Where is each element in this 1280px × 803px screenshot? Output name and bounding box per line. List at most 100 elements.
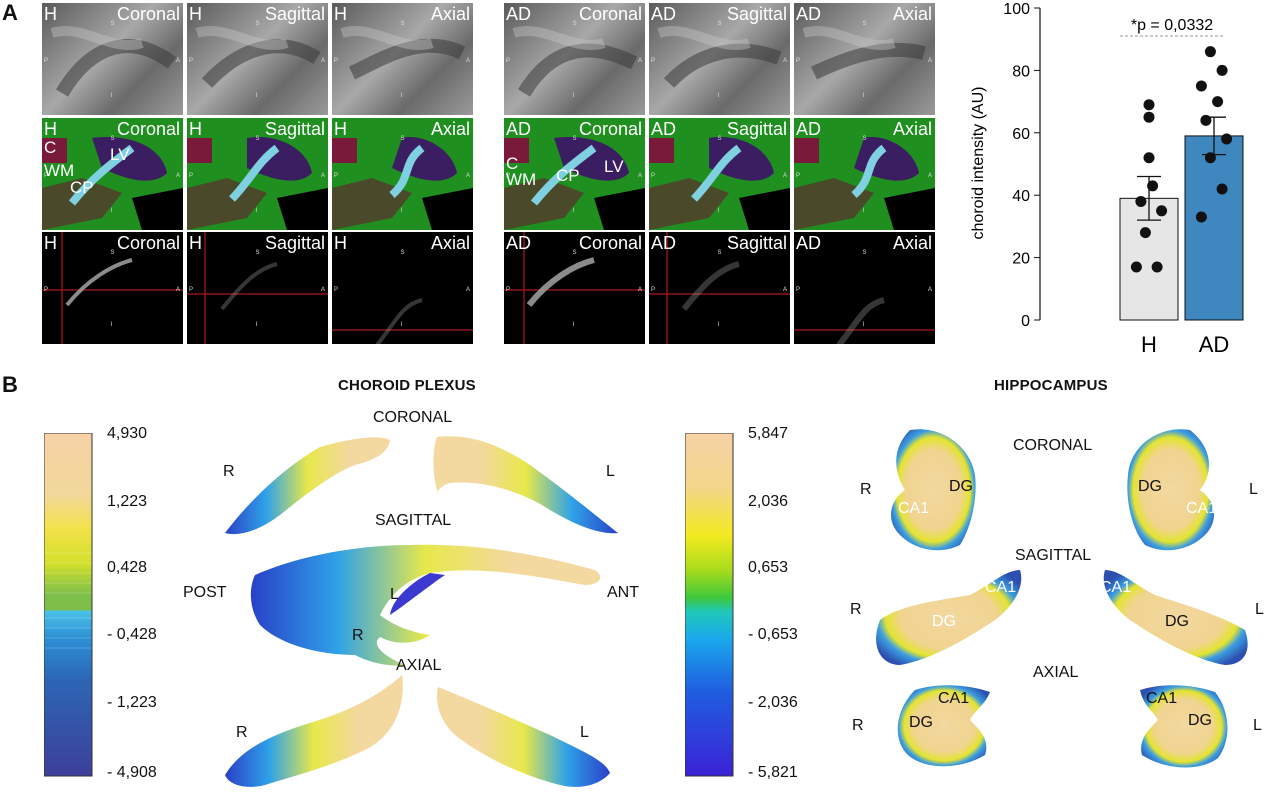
orientation-mark: A (637, 287, 642, 293)
choroid-sagittal-post: POST (183, 584, 227, 601)
orientation-mark: I (862, 322, 865, 328)
x-axis: H AD (1141, 332, 1229, 357)
hippo-sagittal-l-ca1: CA1 (1100, 579, 1132, 596)
mri-view-label: Coronal (578, 4, 642, 24)
choroid-axial-l: L (580, 724, 589, 741)
data-point-h (1130, 261, 1142, 273)
mri-tile-ad-sagittal-row1: AD Sagittal S I P A (649, 3, 790, 115)
hippo-axial-label: AXIAL (1033, 664, 1079, 681)
hippo-coronal-label: CORONAL (1013, 437, 1093, 454)
choroid-sagittal (250, 544, 601, 666)
mri-tile-h-coronal-row2: H Coronal S I P A (42, 118, 183, 230)
orientation-mark: S (862, 21, 867, 27)
orientation-mark: A (320, 58, 325, 64)
hippo-axial-r: R (852, 717, 864, 734)
mri-view-label: Axial (430, 4, 470, 24)
mri-view-label: Axial (892, 233, 932, 253)
choroid-coronal-left (433, 436, 618, 534)
colorbar-hippocampus-tick-2: 2,036 (748, 493, 789, 510)
colorbar-choroid-tick-2: 1,223 (107, 493, 148, 510)
choroid-coronal-l: L (606, 463, 615, 480)
hippo-axial-r-ca1: CA1 (938, 690, 970, 707)
orientation-mark: I (400, 208, 403, 214)
choroid-sagittal-r: R (352, 627, 364, 644)
orientation-mark: P (189, 287, 194, 293)
mri-view-label: Coronal (116, 119, 180, 139)
choroid-axial-left (436, 687, 610, 787)
mri-tile-h-sagittal-row2: H Sagittal S I P A (187, 118, 328, 230)
hippo-coronal-right (890, 429, 976, 551)
y-tick-label: 20 (1012, 251, 1030, 268)
mri-group-label: AD (651, 233, 677, 253)
mri-group-label: AD (796, 4, 822, 24)
orientation-mark: I (400, 93, 403, 99)
seg-label-h-c: C (44, 138, 57, 157)
orientation-mark: A (782, 173, 787, 179)
data-point-ad (1204, 46, 1216, 58)
orientation-mark: S (255, 250, 260, 256)
mri-tile-h-coronal-row3: H Coronal S I P A (42, 232, 183, 344)
orientation-mark: I (862, 93, 865, 99)
orientation-mark: S (110, 21, 115, 27)
hippo-sagittal-r-ca1: CA1 (985, 579, 1017, 596)
mri-tile-ad-coronal-row1: AD Coronal S I P A (504, 3, 645, 115)
orientation-mark: A (637, 58, 642, 64)
x-tick-label-h: H (1141, 332, 1157, 357)
colorbar-choroid-tick-4: - 0,428 (107, 626, 157, 643)
seg-label-ad-lv: LV (604, 157, 624, 176)
orientation-mark: I (717, 93, 720, 99)
orientation-mark: I (717, 208, 720, 214)
hippo-axial-left (1140, 685, 1228, 768)
data-point-ad (1195, 80, 1207, 92)
orientation-mark: A (175, 287, 180, 293)
orientation-mark: A (175, 173, 180, 179)
p-value-annotation: *p = 0,0332 (1131, 17, 1213, 34)
orientation-mark: P (44, 173, 49, 179)
hippo-sagittal-r-dg: DG (932, 613, 956, 630)
mri-view-label: Sagittal (264, 233, 325, 253)
choroid-coronal-right (225, 437, 390, 535)
y-axis-label: choroid intensity (AU) (970, 87, 987, 240)
y-tick-label: 80 (1012, 63, 1030, 80)
hippo-sagittal-r: R (850, 601, 862, 618)
mri-group-label: AD (796, 233, 822, 253)
orientation-mark: S (255, 136, 260, 142)
orientation-mark: P (189, 58, 194, 64)
choroid-sagittal-ant: ANT (607, 584, 639, 601)
choroid-axial-r: R (236, 724, 248, 741)
y-axis: 0 20 40 60 80 100 (1003, 1, 1041, 330)
mri-view-label: Axial (430, 119, 470, 139)
orientation-mark: A (465, 287, 470, 293)
data-point-h (1135, 195, 1147, 207)
mri-tile-ad-coronal-row2: AD Coronal S I P A (504, 118, 645, 230)
orientation-mark: A (465, 58, 470, 64)
mri-view-label: Sagittal (726, 119, 787, 139)
hippo-sagittal-l: L (1255, 601, 1264, 618)
hippo-coronal-l-dg: DG (1138, 478, 1162, 495)
mri-tile-h-axial-row2: H Axial S I P A (332, 118, 473, 230)
data-point-h (1143, 152, 1155, 164)
data-point-ad (1216, 64, 1228, 76)
colorbar-choroid-tick-5: - 1,223 (107, 694, 157, 711)
y-tick-label: 0 (1021, 313, 1030, 330)
mri-tile-ad-sagittal-row2: AD Sagittal S I P A (649, 118, 790, 230)
hippo-coronal-l-ca1: CA1 (1186, 500, 1218, 517)
data-point-ad (1221, 133, 1233, 145)
hippo-axial-r-dg: DG (909, 714, 933, 731)
hippocampus-title: HIPPOCAMPUS (994, 377, 1108, 394)
choroid-axial-right (225, 675, 403, 787)
hippo-axial-l: L (1253, 717, 1262, 734)
mri-group-label: AD (506, 4, 532, 24)
choroid-axial-label: AXIAL (396, 657, 442, 674)
mri-group-label: AD (651, 119, 677, 139)
y-tick-label: 40 (1012, 188, 1030, 205)
hippo-sagittal-right (876, 570, 1022, 665)
mri-group-label: H (189, 233, 202, 253)
seg-label-ad-wm: WM (506, 170, 537, 189)
data-point-h (1147, 180, 1159, 192)
choroid-plexus-surfaces (225, 436, 618, 787)
colorbar-choroid-tick-6: - 4,908 (107, 764, 157, 781)
data-point-h (1156, 205, 1168, 217)
orientation-mark: I (255, 322, 258, 328)
orientation-mark: A (320, 173, 325, 179)
